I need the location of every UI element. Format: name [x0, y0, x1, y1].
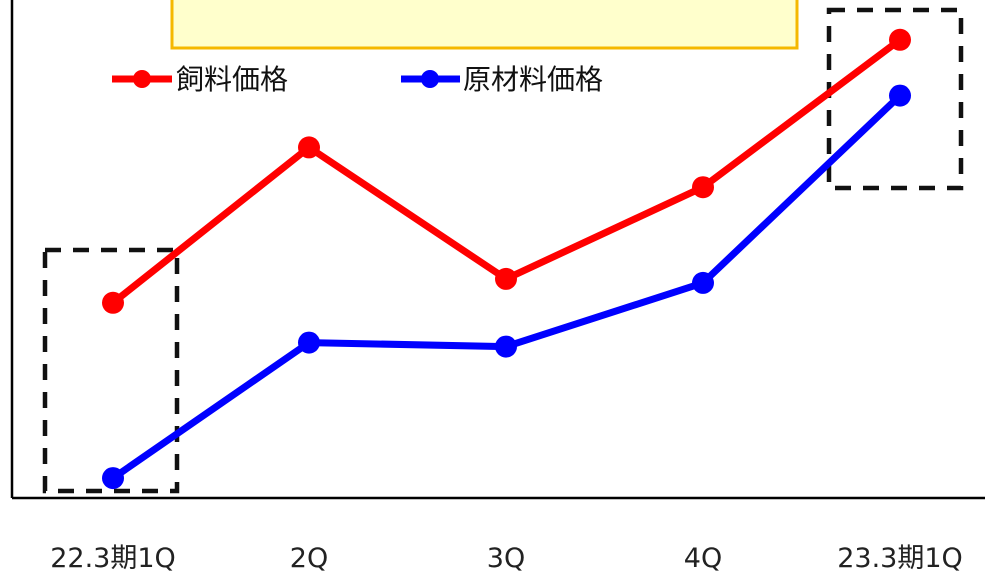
- data-point-series-1-0: [102, 467, 124, 490]
- data-point-series-0-2: [495, 267, 517, 290]
- callout-box: [170, 0, 799, 50]
- legend-label-series-1: 原材料価格: [463, 63, 603, 96]
- legend-label-series-0: 飼料価格: [176, 63, 288, 96]
- data-point-series-1-2: [495, 335, 517, 358]
- x-tick-label-1: 2Q: [290, 543, 328, 574]
- legend-entry-series-1: 原材料価格: [401, 63, 603, 96]
- x-tick-label-3: 4Q: [684, 543, 722, 574]
- data-point-series-0-4: [889, 28, 911, 51]
- data-point-series-0-3: [692, 176, 714, 199]
- legend-marker-series-1: [421, 70, 439, 88]
- data-point-series-1-3: [692, 271, 714, 294]
- legend-marker-series-0: [133, 70, 151, 88]
- x-tick-label-2: 3Q: [487, 543, 525, 574]
- data-point-series-1-1: [298, 331, 320, 354]
- data-point-series-0-0: [102, 291, 124, 314]
- legend-entry-series-0: 飼料価格: [112, 63, 288, 96]
- data-point-series-1-4: [889, 84, 911, 107]
- x-tick-labels: 22.3期1Q 2Q 3Q 4Q 23.3期1Q: [50, 543, 963, 574]
- legend: 飼料価格 原材料価格: [112, 63, 603, 96]
- data-point-series-0-1: [298, 136, 320, 159]
- series-layer: [102, 28, 911, 490]
- x-tick-label-4: 23.3期1Q: [837, 543, 963, 574]
- highlight-box-last: [826, 7, 964, 191]
- highlight-box-first: [42, 247, 180, 494]
- x-tick-label-0: 22.3期1Q: [50, 543, 176, 574]
